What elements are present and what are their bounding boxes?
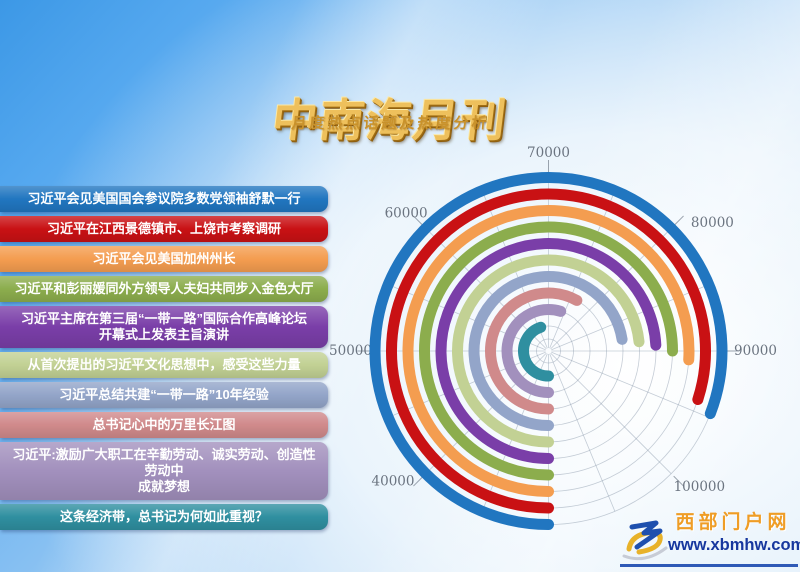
topic-chip: 这条经济带，总书记为何如此重视？ <box>0 504 328 530</box>
topic-chip: 习近平:激励广大职工在辛勤劳动、诚实劳动、创造性劳动中 成就梦想 <box>0 442 328 500</box>
polar-bar <box>386 188 711 514</box>
polar-bar <box>468 271 628 431</box>
polar-chart-canvas: 40000 50000 60000 70000 80000 90000 100000 <box>329 145 777 530</box>
topic-label: 这条经济带，总书记为何如此重视？ <box>59 509 268 524</box>
topic-label: 总书记心中的万里长江图 <box>92 417 236 432</box>
topic-chip: 习近平和彭丽媛同外方领导人夫妇共同步入金色大厅 <box>0 276 328 302</box>
axis-tick-label: 60000 <box>385 205 428 221</box>
axis-tick <box>673 215 684 227</box>
topic-label: 习近平会见美国加州州长 <box>92 251 236 266</box>
axis-tick-label: 80000 <box>691 215 734 231</box>
polar-bar <box>419 221 678 481</box>
topic-label: 习近平主席在第三届“一带一路”国际合作高峰论坛 开幕式上发表主旨演讲 <box>20 311 307 342</box>
polar-bar <box>435 238 662 464</box>
topic-list: 习近平会见美国国会参议院多数党领袖舒默一行 习近平在江西景德镇市、上饶市考察调研习… <box>0 186 328 534</box>
topic-label: 习近平会见美国国会参议院多数党领袖舒默一行 <box>27 191 301 206</box>
axis-tick-label: 40000 <box>372 473 415 489</box>
polar-bar-chart: 40000 50000 60000 70000 80000 90000 100000 <box>320 140 800 572</box>
topic-label: 从首次提出的习近平文化思想中，感受这些力量 <box>27 357 301 372</box>
site-logo: 西部门户网 www.xbmhw.com <box>620 505 800 567</box>
logo-underline-bar <box>620 564 798 567</box>
logo-site-name: 西部门户网 <box>675 512 791 533</box>
axis-tick-label: 50000 <box>329 343 372 359</box>
axis-tick-label: 70000 <box>527 145 570 161</box>
axis-tick <box>673 475 684 487</box>
axis-tick-label: 100000 <box>674 479 726 495</box>
polar-bar <box>402 205 695 497</box>
polar-bar <box>518 321 554 382</box>
topic-label: 习近平和彭丽媛同外方领导人夫妇共同步入金色大厅 <box>14 281 314 296</box>
topic-chip: 习近平在江西景德镇市、上饶市考察调研 <box>0 216 328 242</box>
topic-label: 习近平在江西景德镇市、上饶市考察调研 <box>46 221 281 236</box>
axis-tick <box>413 475 424 487</box>
axis-tick <box>413 215 424 227</box>
grid-spoke <box>549 353 616 512</box>
page-subtitle: 月度热点话题及热度分析 <box>290 115 491 132</box>
grid-spoke <box>551 351 709 418</box>
polar-bar <box>369 172 728 530</box>
topic-chip: 总书记心中的万里长江图 <box>0 412 328 438</box>
topic-chip: 从首次提出的习近平文化思想中，感受这些力量 <box>0 352 328 378</box>
topic-chip: 习近平会见美国国会参议院多数党领袖舒默一行 <box>0 186 328 212</box>
topic-chip: 习近平会见美国加州州长 <box>0 246 328 272</box>
topic-chip: 习近平总结共建“一带一路”10年经验 <box>0 382 328 408</box>
logo-text-block: 西部门户网 www.xbmhw.com <box>668 507 800 555</box>
logo-swoosh-icon <box>622 520 668 561</box>
topic-label: 习近平:激励广大职工在辛勤劳动、诚实劳动、创造性劳动中 成就梦想 <box>12 447 316 494</box>
polar-bar <box>452 254 645 448</box>
polar-bar <box>485 287 583 415</box>
topic-chip: 习近平主席在第三届“一带一路”国际合作高峰论坛 开幕式上发表主旨演讲 <box>0 306 328 348</box>
topic-label: 习近平总结共建“一带一路”10年经验 <box>59 387 269 402</box>
axis-tick-label: 90000 <box>734 343 777 359</box>
polar-bar <box>501 304 567 398</box>
grid-spoke <box>550 352 672 474</box>
logo-site-url: www.xbmhw.com <box>668 536 800 554</box>
